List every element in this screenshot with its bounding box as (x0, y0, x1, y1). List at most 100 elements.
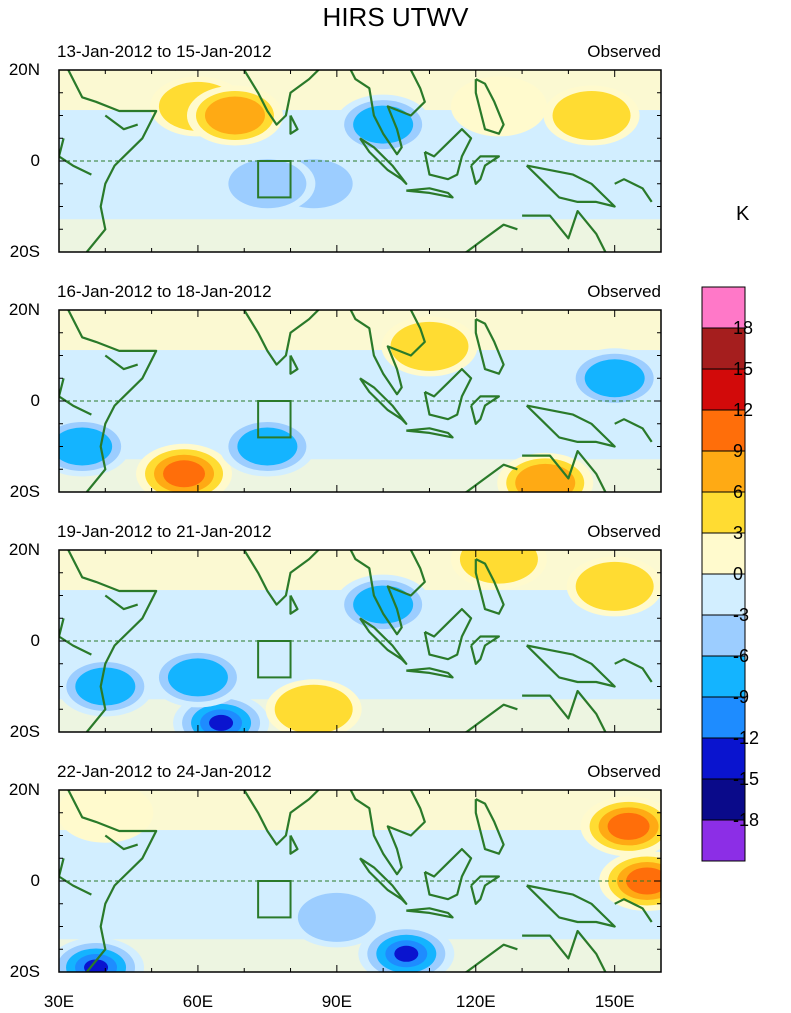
coastline (474, 318, 505, 375)
anomaly-contour (584, 359, 645, 398)
coastline (104, 594, 139, 611)
colorbar-swatch (701, 696, 746, 739)
panel-source-label: Observed (587, 522, 661, 541)
coastline (423, 128, 473, 181)
colorbar-level-label: -12 (733, 728, 760, 748)
colorbar-level-label: 3 (733, 523, 744, 543)
anomaly-contour (450, 76, 547, 137)
coastline (470, 635, 500, 665)
anomaly-contour (237, 427, 298, 466)
colorbar-swatch (701, 614, 746, 657)
anomaly-contour (59, 427, 113, 466)
colorbar-swatch (701, 737, 746, 780)
coastline (470, 875, 500, 905)
coastline (525, 644, 616, 688)
colorbar-swatch (701, 532, 746, 575)
anomaly-contour (274, 684, 353, 732)
y-tick-label: 20N (8, 780, 40, 799)
y-tick-label: 20S (9, 242, 40, 261)
coastline (423, 608, 473, 661)
x-tick-label: 150E (594, 992, 635, 1011)
y-tick-label: 20N (8, 300, 40, 319)
x-tick-label: 60E (182, 992, 214, 1011)
panel-date-range: 19-Jan-2012 to 21-Jan-2012 (57, 522, 272, 541)
coastline (67, 790, 158, 972)
coastline (614, 658, 653, 683)
colorbar-level-label: -18 (733, 810, 760, 830)
coastline (359, 617, 408, 665)
panel-source-label: Observed (587, 42, 661, 61)
anomaly-contour (552, 91, 631, 140)
colorbar-level-label: -6 (733, 646, 750, 666)
coastline (67, 310, 158, 492)
coastline (406, 427, 454, 439)
anomaly-contour (228, 159, 307, 209)
y-tick-label: 20S (9, 482, 40, 501)
coastline (614, 418, 653, 443)
coastline (104, 834, 139, 851)
anomaly-contour (59, 790, 154, 843)
colorbar-level-label: -9 (733, 687, 750, 707)
colorbar-level-label: -15 (733, 769, 760, 789)
map-panel-2 (58, 309, 662, 493)
coastline (67, 550, 158, 732)
coastline (464, 943, 518, 972)
coastline (525, 164, 616, 208)
x-tick-label: 30E (43, 992, 75, 1011)
colorbar-swatch (701, 778, 746, 821)
y-tick-label: 0 (30, 151, 40, 170)
coastline (242, 70, 426, 156)
y-tick-label: 20N (8, 540, 40, 559)
panel-date-range: 13-Jan-2012 to 15-Jan-2012 (57, 42, 272, 61)
colorbar-level-label: 12 (733, 400, 754, 420)
colorbar-level-label: 15 (733, 359, 754, 379)
y-tick-label: 0 (30, 631, 40, 650)
coastline (522, 689, 607, 732)
anomaly-contour (575, 561, 654, 611)
reference-box (257, 400, 292, 439)
anomaly-contour (167, 658, 228, 697)
anomaly-contour (297, 892, 376, 942)
colorbar-swatch (701, 573, 746, 616)
coastline (242, 550, 426, 636)
coastline (406, 667, 454, 679)
coastline (359, 377, 408, 425)
colorbar-level-label: 18 (733, 318, 754, 338)
map-panel-4 (58, 789, 662, 973)
colorbar-swatch (701, 450, 746, 493)
y-tick-label: 20S (9, 722, 40, 741)
anomaly-contour (515, 463, 576, 492)
coastline (474, 558, 505, 615)
colorbar-swatch (701, 409, 746, 452)
anomaly-contour (75, 667, 136, 706)
coastline (289, 594, 299, 615)
colorbar-swatch (701, 327, 746, 370)
coastline (470, 395, 500, 425)
coastline (464, 463, 518, 492)
coastline (104, 114, 139, 131)
coastline (464, 223, 518, 252)
coastline (67, 70, 158, 252)
colorbar-swatch (701, 368, 746, 411)
coastline (522, 450, 607, 492)
field-band (59, 790, 661, 831)
panel-source-label: Observed (587, 762, 661, 781)
anomaly-contour (209, 714, 234, 731)
anomaly-contour (459, 550, 538, 584)
coastline (423, 368, 473, 421)
colorbar-swatch (701, 819, 746, 862)
coastline (525, 404, 616, 448)
reference-box (257, 160, 292, 199)
anomaly-contour (353, 585, 414, 624)
coastline (242, 310, 426, 396)
coastline (522, 210, 607, 252)
coastline (359, 857, 408, 905)
panel-date-range: 16-Jan-2012 to 18-Jan-2012 (57, 282, 272, 301)
coastline (474, 798, 505, 855)
coastline (406, 907, 454, 919)
colorbar-unit-label: K (736, 203, 750, 225)
coastline (406, 187, 454, 199)
map-panel-3 (58, 549, 662, 733)
coastline (289, 114, 299, 135)
